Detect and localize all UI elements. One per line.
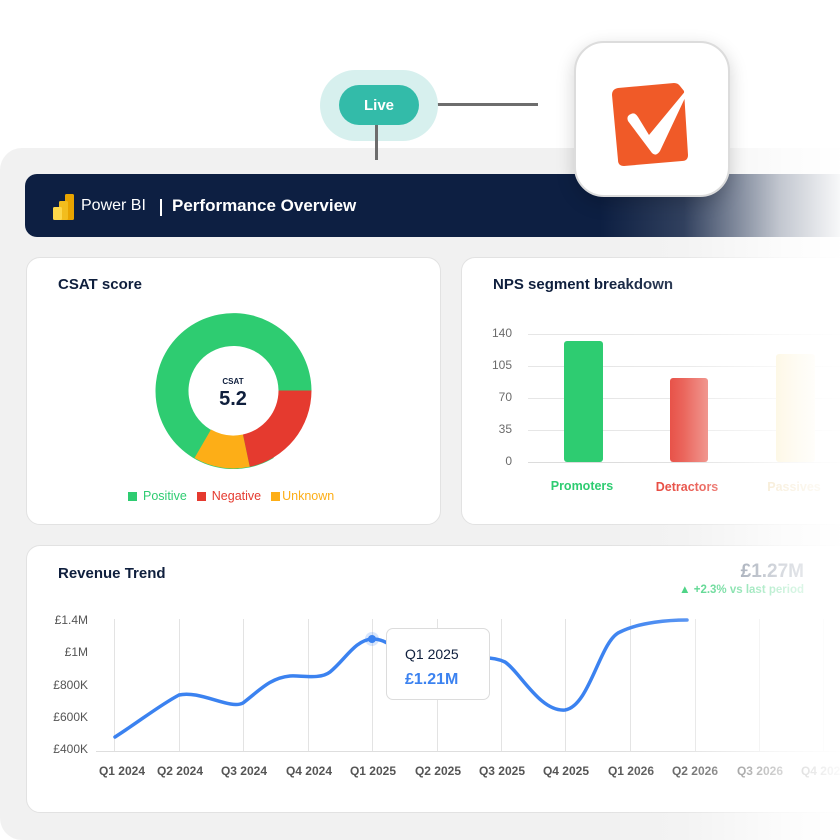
revenue-vgrid bbox=[630, 619, 631, 751]
nps-y-tick: 35 bbox=[498, 422, 512, 436]
revenue-vgrid bbox=[308, 619, 309, 751]
tooltip-period: Q1 2025 bbox=[405, 646, 459, 662]
revenue-baseline bbox=[96, 751, 840, 752]
csat-center-label: CSAT bbox=[222, 377, 244, 386]
bar-label-passives: Passives bbox=[767, 480, 821, 494]
legend-item-unknown[interactable]: Unknown bbox=[271, 489, 334, 503]
revenue-x-tick: Q4 2025 bbox=[542, 764, 590, 778]
revenue-vgrid bbox=[759, 619, 760, 751]
legend-swatch-unknown bbox=[271, 491, 281, 501]
revenue-delta: ▲ +2.3% vs last period bbox=[679, 584, 804, 596]
donut-segment-negative bbox=[242, 390, 312, 467]
nps-title: NPS segment breakdown bbox=[493, 276, 674, 293]
revenue-tooltip: Q1 2025 £1.21M bbox=[386, 628, 490, 700]
legend-swatch-positive bbox=[128, 491, 137, 501]
live-status-badge: Live bbox=[339, 85, 419, 125]
csat-legend: Positive Negative Unknown bbox=[128, 489, 344, 503]
revenue-y-tick: £600K bbox=[53, 710, 88, 724]
revenue-vgrid bbox=[372, 619, 373, 751]
nps-y-tick: 70 bbox=[498, 390, 512, 404]
revenue-x-tick: Q4 2024 bbox=[285, 764, 333, 778]
revenue-y-tick: £800K bbox=[53, 678, 88, 692]
revenue-y-tick: £1M bbox=[64, 645, 88, 659]
app-icon-tile[interactable] bbox=[574, 41, 730, 197]
revenue-vgrid bbox=[501, 619, 502, 751]
connector-line-horizontal bbox=[419, 103, 538, 106]
bar-promoters[interactable] bbox=[564, 341, 603, 462]
csat-center-value: 5.2 bbox=[219, 388, 247, 410]
bar-passives[interactable] bbox=[776, 354, 815, 462]
header-separator bbox=[160, 199, 162, 216]
revenue-vgrid bbox=[243, 619, 244, 751]
revenue-current-value: £1.27M bbox=[740, 561, 804, 582]
revenue-x-tick: Q2 2024 bbox=[156, 764, 204, 778]
page-title: Performance Overview bbox=[172, 196, 357, 215]
revenue-x-tick: Q4 2026 bbox=[800, 764, 840, 778]
revenue-title: Revenue Trend bbox=[58, 565, 166, 582]
donut-segment-unknown bbox=[194, 429, 250, 469]
revenue-x-tick: Q2 2025 bbox=[414, 764, 462, 778]
revenue-vgrid bbox=[565, 619, 566, 751]
legend-item-negative[interactable]: Negative bbox=[196, 489, 262, 503]
revenue-x-tick: Q3 2025 bbox=[478, 764, 526, 778]
legend-label-negative: Negative bbox=[211, 489, 262, 503]
nps-baseline bbox=[528, 462, 840, 463]
nps-y-tick: 0 bbox=[505, 454, 512, 468]
legend-label-positive: Positive bbox=[143, 489, 187, 503]
nps-y-tick: 140 bbox=[491, 326, 512, 340]
power-bi-logo-icon bbox=[53, 194, 74, 220]
bar-label-promoters: Promoters bbox=[550, 479, 614, 493]
nps-gridline bbox=[528, 334, 840, 335]
revenue-vgrid bbox=[179, 619, 180, 751]
donut-segment-positive bbox=[155, 313, 312, 469]
checkmark-icon bbox=[612, 83, 692, 166]
legend-label-unknown: Unknown bbox=[282, 489, 335, 503]
revenue-y-tick: £1.4M bbox=[54, 613, 88, 627]
revenue-vgrid bbox=[823, 619, 824, 751]
revenue-x-tick: Q1 2026 bbox=[607, 764, 655, 778]
revenue-vgrid bbox=[695, 619, 696, 751]
connector-line-vertical bbox=[375, 125, 378, 160]
csat-card bbox=[26, 257, 441, 525]
revenue-y-tick: £400K bbox=[53, 742, 88, 756]
revenue-x-tick: Q3 2026 bbox=[736, 764, 784, 778]
revenue-x-tick: Q1 2025 bbox=[349, 764, 397, 778]
tooltip-value: £1.21M bbox=[405, 671, 459, 688]
legend-item-positive[interactable]: Positive bbox=[128, 489, 187, 503]
csat-donut-chart[interactable] bbox=[155, 312, 312, 469]
revenue-vgrid bbox=[114, 619, 115, 751]
bar-detractors[interactable] bbox=[670, 378, 708, 462]
legend-swatch-negative bbox=[196, 491, 206, 501]
revenue-x-tick: Q3 2024 bbox=[220, 764, 268, 778]
power-bi-label: Power BI bbox=[81, 197, 146, 214]
revenue-x-tick: Q1 2024 bbox=[98, 764, 146, 778]
nps-y-tick: 105 bbox=[491, 358, 512, 372]
csat-title: CSAT score bbox=[58, 276, 142, 293]
revenue-x-tick: Q2 2026 bbox=[671, 764, 719, 778]
bar-label-detractors: Detractors bbox=[655, 480, 719, 494]
